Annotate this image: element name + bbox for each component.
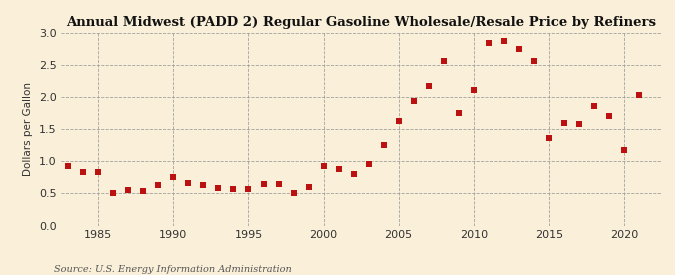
Point — [438, 59, 449, 64]
Point — [483, 40, 494, 45]
Point — [408, 99, 419, 103]
Point — [603, 114, 614, 119]
Point — [454, 111, 464, 116]
Point — [228, 187, 239, 191]
Point — [543, 136, 554, 141]
Point — [243, 187, 254, 191]
Point — [574, 122, 585, 126]
Point — [258, 182, 269, 187]
Point — [138, 189, 148, 194]
Point — [498, 39, 509, 43]
Point — [108, 191, 119, 196]
Point — [273, 182, 284, 187]
Point — [288, 191, 299, 196]
Point — [634, 93, 645, 97]
Point — [198, 183, 209, 187]
Point — [318, 164, 329, 168]
Point — [514, 47, 524, 51]
Point — [394, 119, 404, 123]
Point — [468, 88, 479, 92]
Point — [618, 148, 629, 153]
Point — [153, 183, 164, 187]
Point — [558, 121, 569, 125]
Point — [183, 181, 194, 185]
Y-axis label: Dollars per Gallon: Dollars per Gallon — [23, 82, 33, 176]
Title: Annual Midwest (PADD 2) Regular Gasoline Wholesale/Resale Price by Refiners: Annual Midwest (PADD 2) Regular Gasoline… — [66, 16, 656, 29]
Point — [333, 167, 344, 171]
Point — [348, 172, 359, 176]
Point — [213, 185, 224, 190]
Point — [529, 59, 539, 64]
Point — [423, 84, 434, 89]
Point — [123, 188, 134, 192]
Text: Source: U.S. Energy Information Administration: Source: U.S. Energy Information Administ… — [54, 265, 292, 274]
Point — [78, 169, 88, 174]
Point — [93, 169, 104, 174]
Point — [303, 185, 314, 189]
Point — [63, 164, 74, 169]
Point — [378, 142, 389, 147]
Point — [589, 103, 599, 108]
Point — [363, 162, 374, 166]
Point — [168, 175, 179, 179]
